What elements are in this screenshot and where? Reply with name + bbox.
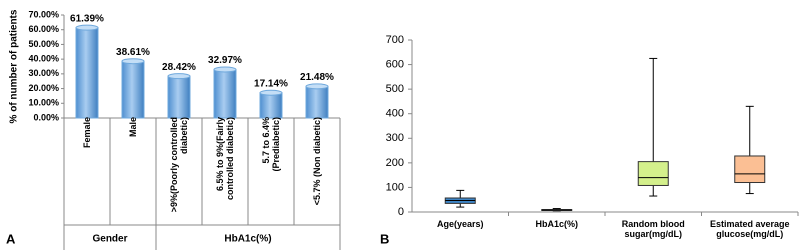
group-label: Gender (92, 234, 127, 245)
y-tick-label: 10.00% (28, 98, 59, 108)
x-tick-label: HbA1c(%) (535, 219, 578, 229)
value-label: 28.42% (162, 62, 196, 73)
x-tick-label: Female (82, 117, 92, 149)
y-axis-label: % of number of patients (9, 9, 20, 123)
bar (259, 92, 283, 119)
y-tick-label: 500 (386, 83, 404, 95)
y-tick-label: 70.00% (28, 9, 59, 19)
x-tick-label: Estimated average glucose(mg/dL) (709, 219, 790, 239)
y-tick-label: 30.00% (28, 68, 59, 78)
y-tick-label: 600 (386, 58, 404, 70)
box (734, 155, 766, 184)
bar-top (75, 24, 99, 31)
x-tick-label: Random blood sugar(mg/dL) (621, 219, 685, 239)
bar-top (167, 73, 191, 80)
y-tick-label: 50.00% (28, 39, 59, 49)
value-label: 17.14% (254, 78, 288, 89)
x-tick-label: >9%(Poorly controlled diabetic) (169, 117, 189, 213)
y-tick-label: 700 (386, 34, 404, 46)
y-tick-label: 0 (398, 206, 404, 218)
bar-top (259, 89, 283, 96)
bar (167, 75, 191, 119)
y-tick-label: 20.00% (28, 83, 59, 93)
panel-label: B (380, 231, 389, 246)
bar (305, 85, 329, 119)
box (637, 161, 669, 186)
x-tick-label: 5.7 to 6.4% (Prediabetic) (261, 117, 281, 172)
group-label: HbA1c(%) (224, 234, 271, 245)
y-tick-label: 400 (386, 108, 404, 120)
x-tick-label: Male (128, 117, 138, 138)
y-tick-label: 300 (386, 132, 404, 144)
y-tick-label: 40.00% (28, 54, 59, 64)
y-tick-label: 100 (386, 181, 404, 193)
y-tick-label: 60.00% (28, 24, 59, 34)
x-tick-label: 6.5% to 9%(Fairly controlled diabetic) (215, 117, 235, 201)
y-tick-label: 200 (386, 157, 404, 169)
x-tick-label: <5.7% (Non diabetic) (312, 117, 322, 206)
bar (213, 68, 237, 119)
value-label: 38.61% (116, 47, 150, 58)
value-label: 61.39% (70, 13, 104, 24)
bar-top (121, 58, 145, 65)
bar-top (213, 66, 237, 73)
bar (121, 60, 145, 119)
y-tick-label: 0.00% (33, 112, 59, 122)
value-label: 32.97% (208, 55, 242, 66)
x-tick-label: Age(years) (436, 219, 484, 229)
value-label: 21.48% (300, 72, 334, 83)
bar-top (305, 83, 329, 90)
panel-label: A (6, 231, 16, 246)
bar (75, 27, 99, 119)
